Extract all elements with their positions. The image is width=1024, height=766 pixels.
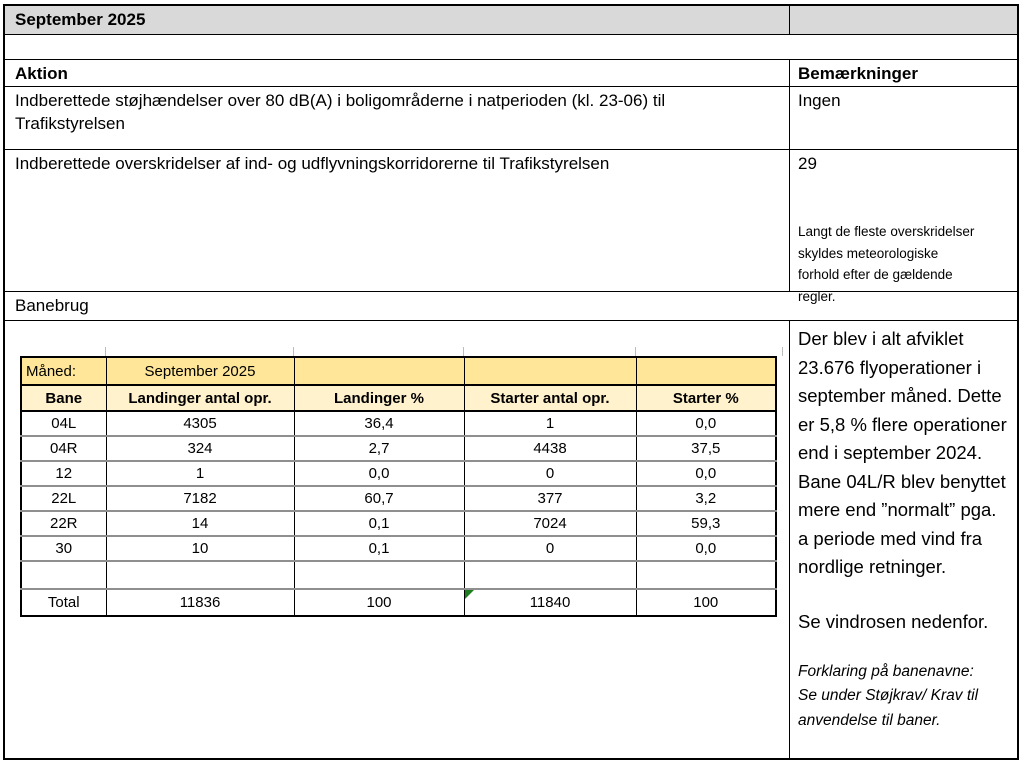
- bemaerkninger-column-header: Bemærkninger: [798, 64, 918, 83]
- table-row: 22R 14 0,1 7024 59,3: [20, 510, 777, 536]
- spacer-cell: [5, 35, 1017, 59]
- cell-bane: 04R: [20, 435, 107, 461]
- report-sheet: September 2025 Aktion Bemærkninger Indbe…: [3, 4, 1019, 760]
- windrose-reference-text: Se vindrosen nedenfor.: [798, 610, 989, 632]
- cell-landinger-pct: [293, 560, 465, 589]
- cell-starter-pct: 3,2: [635, 485, 777, 511]
- runway-table-header-row: Bane Landinger antal opr. Landinger % St…: [20, 385, 777, 412]
- cell-landinger: 10: [105, 535, 295, 561]
- empty-cell: [635, 357, 777, 386]
- cell-starter: 4438: [463, 435, 637, 461]
- cell-bane: 22R: [20, 510, 107, 536]
- spacer-row: [5, 35, 1017, 60]
- runway-table-month-row: Måned: September 2025: [20, 357, 777, 386]
- bemaerkning-note: Langt de fleste overskridelser skyldes m…: [798, 224, 975, 304]
- cell-starter-pct: [635, 560, 777, 589]
- column-header-row: Aktion Bemærkninger: [5, 60, 1017, 87]
- bemaerkning-cell: 29 Langt de fleste overskridelser skylde…: [790, 150, 1017, 304]
- table-row: 30 10 0,1 0 0,0: [20, 535, 777, 561]
- excel-error-indicator-icon: [465, 591, 474, 599]
- page-title: September 2025: [5, 6, 790, 34]
- bemaerkning-value: 29: [798, 154, 817, 173]
- cell-starter-pct: 100: [635, 588, 777, 616]
- title-row-right-cell: [790, 6, 1017, 34]
- table-row: 04L 4305 36,4 1 0,0: [20, 410, 777, 436]
- aktion-cell: Indberettede støjhændelser over 80 dB(A)…: [5, 87, 790, 149]
- table-row: Indberettede støjhændelser over 80 dB(A)…: [5, 87, 1017, 150]
- cell-starter-pct: 0,0: [635, 460, 777, 486]
- col-header-landinger-antal: Landinger antal opr.: [105, 385, 295, 412]
- gridline-stub: [105, 347, 106, 356]
- cell-starter: 0: [463, 535, 637, 561]
- gridline-stub: [782, 347, 783, 356]
- gridline-stub: [635, 347, 636, 356]
- col-header-starter-antal: Starter antal opr.: [463, 385, 637, 412]
- banebrug-content-row: Måned: September 2025 Bane Landinger ant…: [5, 321, 1017, 758]
- col-header-starter-pct: Starter %: [635, 385, 777, 412]
- bemaerkning-cell: Ingen: [798, 91, 841, 110]
- runway-table-cell: Måned: September 2025 Bane Landinger ant…: [5, 321, 790, 758]
- title-row: September 2025: [5, 6, 1017, 35]
- cell-starter-pct: 0,0: [635, 410, 777, 436]
- operations-summary-text: Der blev i alt afviklet 23.676 flyoperat…: [798, 328, 1012, 577]
- cell-landinger: 11836: [105, 588, 295, 616]
- cell-bane: Total: [20, 588, 107, 616]
- cell-landinger: 7182: [105, 485, 295, 511]
- cell-starter: 11840: [463, 588, 637, 616]
- empty-cell: [293, 357, 465, 386]
- cell-bane: 04L: [20, 410, 107, 436]
- cell-landinger-pct: 0,1: [293, 535, 465, 561]
- aktion-column-header: Aktion: [5, 60, 790, 86]
- aktion-text: Indberettede overskridelser af ind- og u…: [15, 154, 610, 173]
- cell-starter-pct: 59,3: [635, 510, 777, 536]
- col-header-bane: Bane: [20, 385, 107, 412]
- gridline-stub: [293, 347, 294, 356]
- cell-landinger-pct: 0,0: [293, 460, 465, 486]
- cell-landinger-pct: 2,7: [293, 435, 465, 461]
- table-row: 12 1 0,0 0 0,0: [20, 460, 777, 486]
- table-row: Indberettede overskridelser af ind- og u…: [5, 150, 1017, 304]
- cell-bane: [20, 560, 107, 589]
- cell-starter: [463, 560, 637, 589]
- cell-landinger-pct: 0,1: [293, 510, 465, 536]
- runway-names-note: Forklaring på banenavne: Se under Støjkr…: [798, 662, 979, 729]
- cell-landinger-pct: 100: [293, 588, 465, 616]
- month-value: September 2025: [105, 357, 295, 386]
- cell-starter-pct: 0,0: [635, 535, 777, 561]
- cell-landinger-pct: 60,7: [293, 485, 465, 511]
- cell-landinger-pct: 36,4: [293, 410, 465, 436]
- cell-landinger: [105, 560, 295, 589]
- cell-landinger: 4305: [105, 410, 295, 436]
- section-row: Banebrug: [5, 292, 1017, 321]
- cell-bane: 30: [20, 535, 107, 561]
- table-row-empty: [20, 560, 777, 589]
- table-row: 22L 7182 60,7 377 3,2: [20, 485, 777, 511]
- cell-starter: 0: [463, 460, 637, 486]
- cell-bane: 22L: [20, 485, 107, 511]
- month-label: Måned:: [20, 357, 107, 386]
- cell-starter: 7024: [463, 510, 637, 536]
- gridline-stub: [463, 347, 464, 356]
- cell-bane: 12: [20, 460, 107, 486]
- cell-starter: 377: [463, 485, 637, 511]
- aktion-text: Indberettede støjhændelser over 80 dB(A)…: [15, 91, 666, 133]
- runway-usage-table: Måned: September 2025 Bane Landinger ant…: [20, 356, 777, 617]
- empty-cell: [463, 357, 637, 386]
- cell-starter-value: 11840: [529, 594, 571, 611]
- cell-landinger: 324: [105, 435, 295, 461]
- cell-starter-pct: 37,5: [635, 435, 777, 461]
- col-header-landinger-pct: Landinger %: [293, 385, 465, 412]
- cell-starter: 1: [463, 410, 637, 436]
- aktion-cell: Indberettede overskridelser af ind- og u…: [5, 150, 790, 291]
- table-row-total: Total 11836 100 11840 100: [20, 588, 777, 616]
- section-label: Banebrug: [15, 296, 89, 315]
- cell-landinger: 1: [105, 460, 295, 486]
- cell-landinger: 14: [105, 510, 295, 536]
- banebrug-notes-cell: Der blev i alt afviklet 23.676 flyoperat…: [790, 321, 1017, 758]
- table-row: 04R 324 2,7 4438 37,5: [20, 435, 777, 461]
